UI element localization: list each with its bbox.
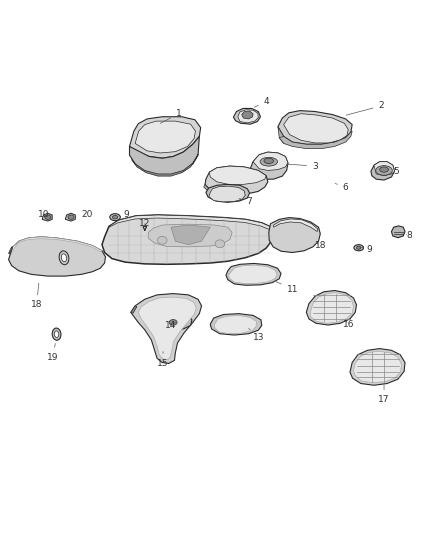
Ellipse shape <box>157 236 167 244</box>
Text: 9: 9 <box>118 211 129 220</box>
Text: 20: 20 <box>75 211 93 220</box>
Ellipse shape <box>376 166 392 175</box>
Polygon shape <box>206 184 250 203</box>
Text: 8: 8 <box>406 231 412 240</box>
Polygon shape <box>233 108 261 124</box>
Polygon shape <box>11 237 102 254</box>
Ellipse shape <box>260 157 278 166</box>
Polygon shape <box>131 306 137 313</box>
Ellipse shape <box>59 251 69 265</box>
Polygon shape <box>242 111 253 119</box>
Ellipse shape <box>45 215 51 220</box>
Polygon shape <box>135 121 195 153</box>
Ellipse shape <box>264 158 274 164</box>
Polygon shape <box>226 263 281 285</box>
Polygon shape <box>250 152 288 179</box>
Polygon shape <box>350 349 405 385</box>
Ellipse shape <box>110 214 120 221</box>
Polygon shape <box>131 294 201 364</box>
Text: 6: 6 <box>335 182 349 191</box>
Ellipse shape <box>54 331 59 337</box>
Polygon shape <box>269 217 320 253</box>
Polygon shape <box>204 184 218 197</box>
Text: 10: 10 <box>38 211 49 220</box>
Polygon shape <box>284 114 348 143</box>
Text: 14: 14 <box>165 321 177 330</box>
Ellipse shape <box>357 246 361 249</box>
Text: 19: 19 <box>47 343 59 362</box>
Text: 13: 13 <box>249 328 264 342</box>
Polygon shape <box>205 166 268 195</box>
Polygon shape <box>138 297 196 359</box>
Polygon shape <box>148 224 232 247</box>
Polygon shape <box>130 117 201 158</box>
Polygon shape <box>279 131 352 149</box>
Text: 17: 17 <box>378 385 390 404</box>
Polygon shape <box>130 136 199 175</box>
Ellipse shape <box>113 215 118 219</box>
Polygon shape <box>374 161 395 176</box>
Ellipse shape <box>169 320 177 325</box>
Text: 3: 3 <box>286 161 318 171</box>
Polygon shape <box>274 219 318 231</box>
Polygon shape <box>278 111 352 144</box>
Polygon shape <box>42 213 52 221</box>
Polygon shape <box>215 316 257 333</box>
Text: 4: 4 <box>254 97 269 107</box>
Text: 12: 12 <box>139 219 151 228</box>
Polygon shape <box>306 290 357 325</box>
Ellipse shape <box>68 215 74 220</box>
Polygon shape <box>229 265 277 284</box>
Polygon shape <box>392 226 405 238</box>
Polygon shape <box>278 127 284 143</box>
Polygon shape <box>65 213 75 221</box>
Polygon shape <box>371 161 395 180</box>
Polygon shape <box>171 225 210 245</box>
Polygon shape <box>353 351 402 383</box>
Text: 1: 1 <box>160 109 182 123</box>
Text: 15: 15 <box>156 352 168 368</box>
Polygon shape <box>311 293 353 323</box>
Polygon shape <box>238 110 258 123</box>
Polygon shape <box>109 215 272 229</box>
Text: 18: 18 <box>31 283 42 310</box>
Polygon shape <box>102 215 274 264</box>
Polygon shape <box>209 186 245 202</box>
Polygon shape <box>9 237 106 276</box>
Text: 9: 9 <box>360 245 371 254</box>
Polygon shape <box>132 154 198 176</box>
Text: 2: 2 <box>346 101 384 115</box>
Text: 7: 7 <box>239 197 252 206</box>
Ellipse shape <box>61 254 67 262</box>
Text: 5: 5 <box>393 167 399 176</box>
Polygon shape <box>209 166 266 184</box>
Polygon shape <box>9 247 13 254</box>
Ellipse shape <box>354 245 364 251</box>
Text: 18: 18 <box>314 241 326 251</box>
Ellipse shape <box>380 167 389 172</box>
Polygon shape <box>210 313 262 335</box>
Text: 11: 11 <box>276 281 298 294</box>
Text: 16: 16 <box>343 320 355 329</box>
Ellipse shape <box>215 240 225 248</box>
Polygon shape <box>166 313 192 329</box>
Polygon shape <box>253 152 288 171</box>
Ellipse shape <box>52 328 61 340</box>
